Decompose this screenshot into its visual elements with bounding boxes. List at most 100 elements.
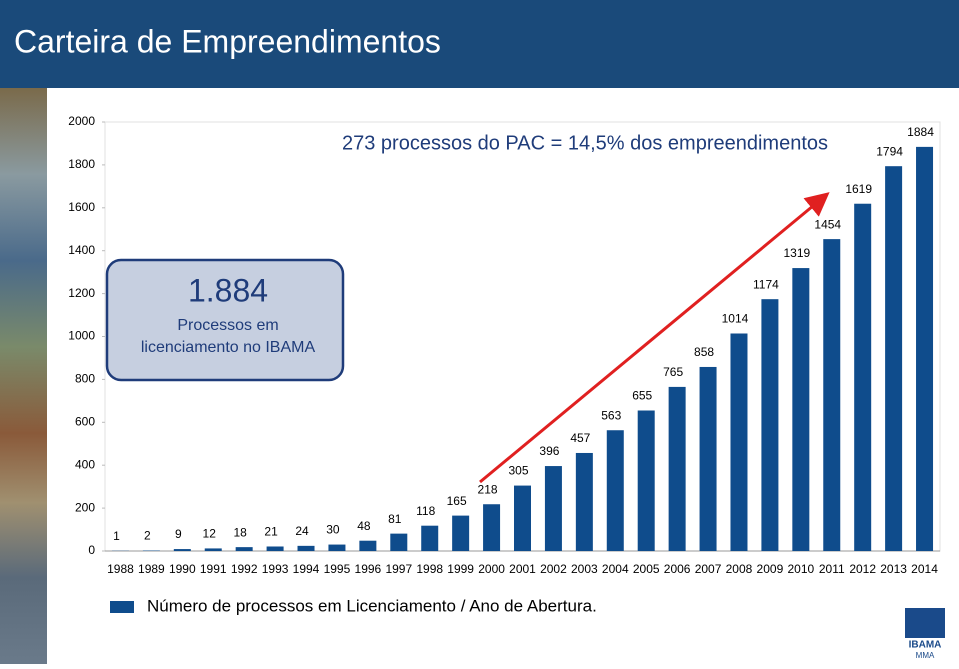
bar [761, 299, 778, 551]
callout-label: Processos em [177, 317, 278, 334]
value-label: 81 [388, 512, 402, 526]
bar [483, 504, 500, 551]
x-tick-label: 1995 [324, 562, 351, 576]
y-tick-label: 1200 [68, 286, 95, 300]
photo-strip [0, 88, 47, 664]
bar [452, 516, 469, 551]
bar [545, 466, 562, 551]
bar [359, 541, 376, 551]
bar [576, 453, 593, 551]
legend-swatch [110, 601, 134, 613]
value-label: 1619 [845, 182, 872, 196]
x-tick-label: 2000 [478, 562, 505, 576]
bar [823, 239, 840, 551]
value-label: 655 [632, 389, 652, 403]
bar [792, 268, 809, 551]
value-label: 18 [233, 525, 247, 539]
x-tick-label: 1999 [447, 562, 474, 576]
bar [236, 547, 253, 551]
y-tick-label: 600 [75, 414, 95, 428]
y-tick-label: 400 [75, 457, 95, 471]
x-tick-label: 2003 [571, 562, 598, 576]
x-tick-label: 1997 [385, 562, 412, 576]
y-tick-label: 1600 [68, 200, 95, 214]
legend-label: Número de processos em Licenciamento / A… [147, 596, 597, 615]
bar [514, 486, 531, 551]
x-tick-label: 2005 [633, 562, 660, 576]
value-label: 1174 [753, 277, 779, 291]
x-tick-label: 1998 [416, 562, 443, 576]
y-tick-label: 1400 [68, 243, 95, 257]
x-tick-label: 1992 [231, 562, 258, 576]
value-label: 12 [203, 527, 217, 541]
x-tick-label: 2009 [757, 562, 784, 576]
value-label: 858 [694, 345, 714, 359]
y-tick-label: 800 [75, 372, 95, 386]
x-tick-label: 2006 [664, 562, 691, 576]
bar [174, 549, 191, 551]
logo-mark [905, 608, 945, 638]
annotation: 273 processos do PAC = 14,5% dos empreen… [342, 132, 828, 154]
value-label: 30 [326, 523, 340, 537]
value-label: 563 [601, 408, 621, 422]
x-tick-label: 1990 [169, 562, 196, 576]
y-tick-label: 1800 [68, 157, 95, 171]
x-tick-label: 2002 [540, 562, 567, 576]
bar [421, 526, 438, 551]
slide-title: Carteira de Empreendimentos [14, 23, 441, 59]
value-label: 1884 [907, 125, 934, 139]
bar [607, 430, 624, 551]
y-tick-label: 2000 [68, 114, 95, 128]
x-tick-label: 1988 [107, 562, 134, 576]
value-label: 2 [144, 529, 151, 543]
logo-name: IBAMA [909, 640, 942, 651]
bar [854, 204, 871, 551]
bar [328, 545, 345, 551]
x-tick-label: 1996 [355, 562, 382, 576]
value-label: 1 [113, 529, 120, 543]
value-label: 24 [295, 524, 309, 538]
value-label: 48 [357, 519, 371, 533]
value-label: 21 [264, 525, 278, 539]
x-tick-label: 1989 [138, 562, 165, 576]
x-tick-label: 2007 [695, 562, 722, 576]
y-tick-label: 1000 [68, 329, 95, 343]
value-label: 305 [508, 464, 528, 478]
bar [267, 546, 284, 551]
y-tick-label: 0 [88, 543, 95, 557]
x-tick-label: 2004 [602, 562, 629, 576]
x-tick-label: 1993 [262, 562, 289, 576]
bar [298, 546, 315, 551]
x-tick-label: 2014 [911, 562, 938, 576]
value-label: 118 [416, 504, 435, 518]
y-tick-label: 200 [75, 500, 95, 514]
bar [700, 367, 717, 551]
bar [390, 534, 407, 551]
callout-value: 1.884 [188, 272, 268, 308]
value-label: 396 [539, 444, 559, 458]
x-tick-label: 2013 [880, 562, 907, 576]
bar [669, 387, 686, 551]
x-tick-label: 2011 [819, 562, 845, 576]
x-tick-label: 2010 [787, 562, 814, 576]
bar [916, 147, 933, 551]
x-tick-label: 1991 [200, 562, 227, 576]
value-label: 457 [570, 431, 590, 445]
bar [885, 166, 902, 551]
x-tick-label: 1994 [293, 562, 320, 576]
x-tick-label: 2001 [509, 562, 536, 576]
callout-label: licenciamento no IBAMA [141, 339, 316, 356]
x-tick-label: 2008 [726, 562, 753, 576]
value-label: 9 [175, 527, 182, 541]
value-label: 218 [478, 482, 498, 496]
bar [205, 548, 222, 551]
value-label: 165 [447, 494, 467, 508]
x-tick-label: 2012 [849, 562, 876, 576]
value-label: 1454 [814, 217, 841, 231]
value-label: 1319 [783, 246, 810, 260]
bar [730, 333, 747, 551]
bar [638, 411, 655, 551]
value-label: 1014 [722, 312, 749, 326]
value-label: 1794 [876, 144, 903, 158]
